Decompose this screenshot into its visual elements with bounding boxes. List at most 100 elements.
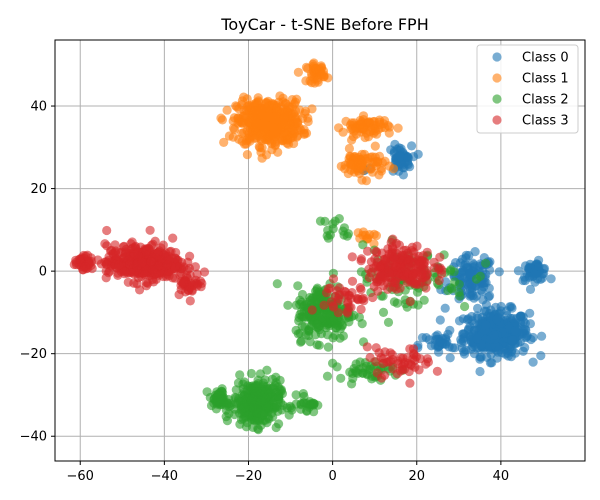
data-point	[455, 291, 465, 301]
data-point	[323, 342, 333, 352]
data-point	[407, 361, 417, 371]
data-point	[307, 312, 317, 322]
data-point	[344, 291, 354, 301]
data-point	[325, 230, 335, 240]
data-point	[367, 374, 377, 384]
data-point	[384, 128, 394, 138]
data-point	[238, 384, 248, 394]
data-point	[472, 334, 482, 344]
x-tick-label: 40	[493, 469, 510, 484]
data-point	[469, 318, 479, 329]
data-point	[383, 244, 393, 254]
data-point	[396, 263, 406, 273]
data-point	[440, 303, 450, 313]
data-point	[393, 123, 403, 133]
data-point	[383, 317, 394, 327]
data-point	[299, 391, 309, 402]
data-point	[141, 277, 151, 288]
data-point	[384, 161, 394, 171]
data-point	[274, 392, 284, 402]
data-point	[407, 242, 417, 252]
plot-frame	[54, 39, 586, 462]
data-point	[82, 250, 93, 260]
legend-marker	[492, 73, 502, 83]
series-class-3	[69, 225, 447, 388]
data-point	[336, 373, 346, 383]
data-point	[391, 238, 401, 249]
data-point	[356, 256, 366, 266]
data-point	[270, 141, 280, 151]
data-point	[199, 267, 210, 277]
data-point	[162, 260, 172, 270]
legend-label: Class 2	[522, 93, 569, 108]
data-point	[366, 164, 376, 174]
legend-label: Class 3	[522, 114, 569, 129]
data-point	[373, 276, 383, 287]
x-tick-label: −60	[67, 469, 94, 484]
legend-marker	[492, 115, 502, 125]
legend-label: Class 1	[522, 72, 569, 87]
data-point	[287, 405, 297, 415]
data-point	[283, 300, 293, 310]
data-point	[179, 278, 189, 288]
data-point	[215, 394, 225, 404]
data-point	[440, 339, 450, 349]
data-point	[344, 158, 354, 168]
legend-marker	[492, 52, 502, 62]
data-point	[363, 246, 373, 256]
data-point	[252, 387, 262, 397]
legend: Class 0 Class 1 Class 2 Class 3	[476, 44, 579, 134]
data-point	[338, 127, 348, 137]
data-point	[328, 358, 338, 368]
data-point	[241, 110, 251, 120]
data-point	[330, 291, 341, 301]
data-point	[347, 379, 357, 389]
data-point	[197, 278, 207, 288]
data-point	[293, 281, 303, 291]
data-point	[235, 419, 245, 429]
data-point	[242, 150, 252, 160]
data-point	[74, 254, 84, 264]
data-point	[465, 288, 475, 299]
data-point	[272, 103, 283, 113]
data-point	[435, 252, 445, 262]
data-point	[140, 270, 150, 280]
data-point	[235, 370, 245, 380]
data-point	[309, 399, 319, 409]
data-point	[216, 113, 226, 123]
data-point	[300, 322, 310, 332]
data-point	[328, 274, 339, 284]
data-point	[302, 406, 312, 416]
axis-ticks: −60 −40 −20 0 20 40 −40 −20 0 20 40	[20, 100, 510, 484]
data-point	[176, 268, 186, 278]
data-point	[434, 264, 444, 274]
data-point	[102, 241, 112, 251]
data-point	[158, 240, 168, 250]
data-point	[362, 342, 372, 352]
data-point	[328, 333, 338, 343]
data-point	[231, 393, 241, 403]
data-point	[261, 402, 271, 412]
data-point	[219, 137, 229, 147]
data-point	[192, 269, 202, 279]
data-point	[396, 144, 406, 154]
data-point	[445, 266, 455, 276]
data-point	[454, 316, 465, 326]
data-point	[457, 343, 467, 353]
data-point	[297, 289, 308, 300]
data-point	[250, 106, 260, 116]
data-point	[272, 402, 282, 412]
data-point	[456, 335, 466, 345]
data-point	[356, 267, 366, 277]
data-point	[80, 262, 90, 272]
data-point	[222, 105, 232, 115]
data-point	[242, 126, 252, 136]
data-point	[372, 257, 382, 267]
data-point	[392, 298, 402, 308]
data-point	[521, 325, 531, 335]
data-point	[338, 331, 348, 341]
data-point	[376, 166, 386, 176]
data-point	[374, 124, 384, 134]
data-point	[405, 378, 415, 388]
data-point	[114, 260, 124, 270]
